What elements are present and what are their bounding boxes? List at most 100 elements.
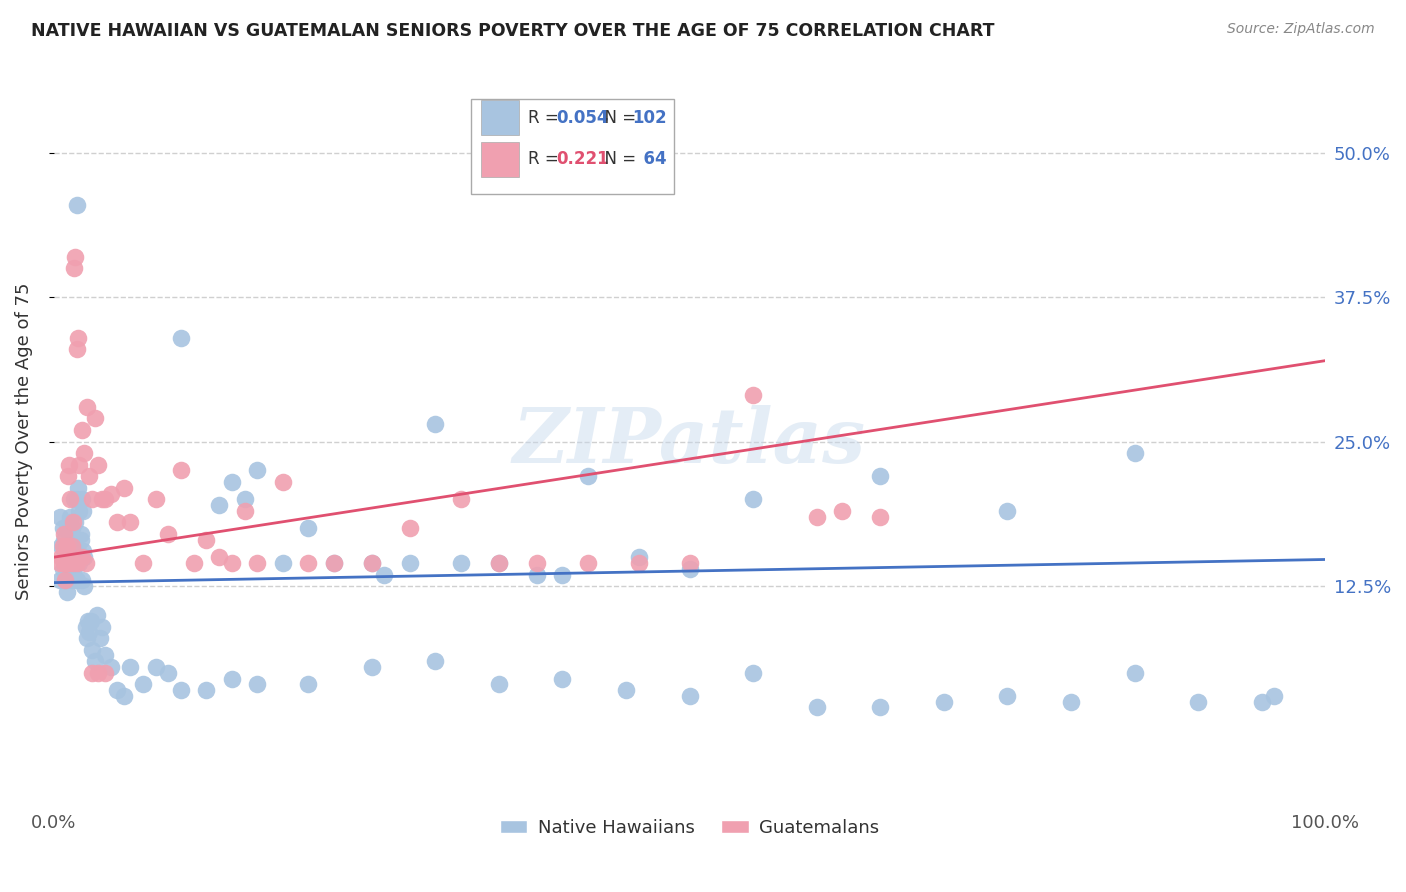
Point	[91, 619, 114, 633]
Point	[112, 481, 135, 495]
Point	[170, 683, 193, 698]
Point	[93, 492, 115, 507]
Point	[398, 556, 420, 570]
Point	[831, 504, 853, 518]
Point	[56, 469, 79, 483]
Point	[869, 700, 891, 714]
Point	[869, 509, 891, 524]
Point	[49, 509, 72, 524]
Point	[932, 695, 955, 709]
Point	[51, 539, 73, 553]
Point	[170, 463, 193, 477]
Point	[52, 562, 75, 576]
Point	[425, 417, 447, 432]
Point	[322, 556, 344, 570]
Point	[551, 567, 574, 582]
Point	[100, 660, 122, 674]
Point	[1250, 695, 1272, 709]
Point	[869, 469, 891, 483]
Text: NATIVE HAWAIIAN VS GUATEMALAN SENIORS POVERTY OVER THE AGE OF 75 CORRELATION CHA: NATIVE HAWAIIAN VS GUATEMALAN SENIORS PO…	[31, 22, 994, 40]
Point	[59, 492, 82, 507]
Point	[997, 504, 1019, 518]
Point	[58, 533, 80, 547]
Point	[488, 556, 510, 570]
Point	[80, 665, 103, 680]
Text: 0.054: 0.054	[555, 109, 609, 127]
Point	[271, 556, 294, 570]
Point	[360, 556, 382, 570]
Point	[93, 648, 115, 663]
Text: 102: 102	[633, 109, 666, 127]
Point	[59, 509, 82, 524]
Point	[79, 625, 101, 640]
Point	[145, 492, 167, 507]
Point	[72, 504, 94, 518]
Point	[246, 463, 269, 477]
Point	[79, 469, 101, 483]
Point	[1123, 446, 1146, 460]
Point	[67, 504, 90, 518]
Point	[997, 689, 1019, 703]
Point	[208, 498, 231, 512]
Point	[59, 516, 82, 530]
Point	[195, 533, 218, 547]
Point	[297, 556, 319, 570]
Point	[49, 556, 72, 570]
Point	[112, 689, 135, 703]
Legend: Native Hawaiians, Guatemalans: Native Hawaiians, Guatemalans	[492, 812, 887, 844]
Point	[89, 631, 111, 645]
Point	[360, 556, 382, 570]
Point	[56, 550, 79, 565]
Point	[195, 683, 218, 698]
Point	[551, 672, 574, 686]
Point	[742, 388, 765, 402]
Point	[208, 550, 231, 565]
Point	[73, 446, 96, 460]
Point	[70, 423, 93, 437]
Text: R =: R =	[529, 109, 564, 127]
Point	[66, 492, 89, 507]
Text: R =: R =	[529, 151, 569, 169]
Point	[322, 556, 344, 570]
Point	[73, 579, 96, 593]
Point	[87, 458, 110, 472]
Point	[58, 527, 80, 541]
Point	[450, 556, 472, 570]
Point	[627, 550, 650, 565]
Point	[70, 492, 93, 507]
Point	[576, 556, 599, 570]
Point	[67, 458, 90, 472]
Point	[450, 492, 472, 507]
Point	[66, 342, 89, 356]
Point	[221, 475, 243, 489]
Point	[678, 689, 700, 703]
Text: 64: 64	[633, 151, 666, 169]
Point	[1187, 695, 1209, 709]
Text: N =: N =	[595, 109, 641, 127]
Point	[678, 556, 700, 570]
Point	[53, 574, 76, 588]
Point	[233, 492, 256, 507]
Point	[297, 521, 319, 535]
Point	[183, 556, 205, 570]
Text: 0.221: 0.221	[555, 151, 609, 169]
Point	[246, 556, 269, 570]
Point	[526, 567, 548, 582]
Point	[65, 539, 87, 553]
Point	[742, 665, 765, 680]
Point	[62, 516, 84, 530]
Point	[1060, 695, 1083, 709]
Point	[80, 492, 103, 507]
Point	[77, 614, 100, 628]
Point	[62, 562, 84, 576]
Point	[233, 504, 256, 518]
Point	[70, 574, 93, 588]
Point	[52, 521, 75, 535]
Point	[66, 197, 89, 211]
Point	[51, 550, 73, 565]
Point	[66, 574, 89, 588]
Point	[75, 619, 97, 633]
Point	[53, 556, 76, 570]
Point	[488, 556, 510, 570]
Y-axis label: Seniors Poverty Over the Age of 75: Seniors Poverty Over the Age of 75	[15, 283, 32, 600]
